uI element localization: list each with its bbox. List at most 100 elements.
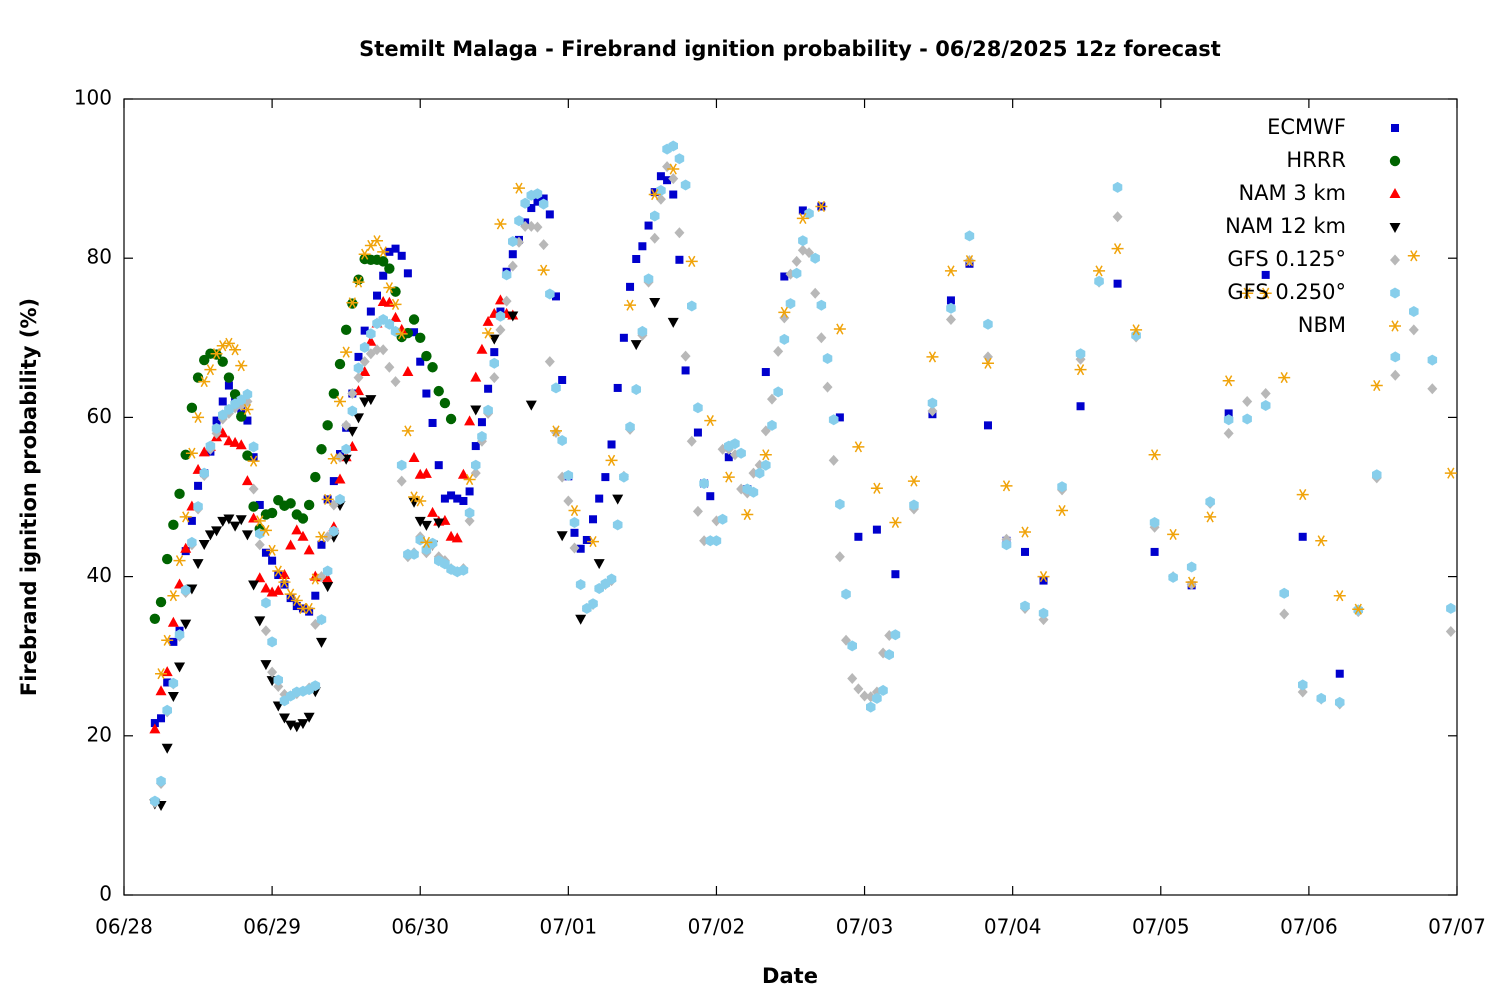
point <box>1094 275 1104 287</box>
point <box>260 582 272 593</box>
point <box>1021 547 1030 556</box>
point <box>322 582 334 593</box>
point <box>551 382 561 394</box>
point <box>650 210 660 222</box>
point <box>575 614 587 625</box>
point <box>280 580 289 589</box>
x-tick-label: 07/05 <box>1132 915 1190 939</box>
point <box>303 602 316 615</box>
point <box>630 340 642 351</box>
point <box>316 614 327 626</box>
point <box>754 467 765 479</box>
legend-label: NBM <box>1298 313 1346 337</box>
point <box>582 535 591 544</box>
point <box>1298 532 1307 541</box>
point <box>248 501 259 512</box>
point <box>284 588 297 600</box>
point <box>422 389 431 398</box>
point <box>1113 279 1122 288</box>
point <box>1279 608 1290 620</box>
point <box>1185 576 1198 588</box>
legend-marker <box>1389 320 1401 332</box>
point <box>321 493 334 505</box>
point <box>347 388 358 400</box>
point <box>198 539 210 550</box>
point <box>1223 414 1234 426</box>
point <box>675 255 684 264</box>
point <box>1316 692 1326 704</box>
point <box>822 381 833 393</box>
point <box>360 326 369 335</box>
point <box>353 362 364 374</box>
point <box>384 361 395 373</box>
point <box>223 514 235 525</box>
point <box>815 200 828 213</box>
point <box>155 668 168 680</box>
point <box>403 269 412 278</box>
point <box>192 559 204 570</box>
point <box>946 302 956 314</box>
point <box>315 637 327 648</box>
y-tick-label: 40 <box>87 563 112 587</box>
point <box>927 397 938 409</box>
x-tick-label: 06/30 <box>391 915 449 939</box>
point <box>537 264 550 276</box>
point <box>643 273 654 285</box>
point <box>241 403 254 416</box>
point <box>439 397 451 409</box>
point <box>409 548 419 560</box>
legend-label: GFS 0.250° <box>1227 280 1346 304</box>
point <box>1370 379 1383 392</box>
point <box>612 519 623 531</box>
point <box>242 450 253 461</box>
point <box>445 413 457 425</box>
point <box>248 441 259 453</box>
point <box>194 481 203 490</box>
point <box>601 473 610 482</box>
point <box>508 236 518 247</box>
point <box>395 328 408 340</box>
point <box>180 449 191 461</box>
point <box>223 372 235 383</box>
point <box>692 505 703 517</box>
point <box>853 683 864 695</box>
point <box>501 295 512 307</box>
point <box>377 246 390 258</box>
point <box>796 212 809 224</box>
point <box>1037 571 1050 583</box>
point <box>266 507 278 519</box>
point <box>155 685 167 696</box>
point <box>1148 449 1161 461</box>
point <box>693 402 703 414</box>
point <box>637 325 648 337</box>
point <box>384 263 395 274</box>
point <box>235 360 248 372</box>
point <box>212 416 221 425</box>
point <box>532 188 543 200</box>
point <box>681 366 690 375</box>
point <box>730 438 740 450</box>
point <box>310 680 321 692</box>
point <box>872 692 882 704</box>
point <box>828 454 839 466</box>
point <box>303 712 315 723</box>
point <box>650 188 659 197</box>
point <box>316 444 327 455</box>
point <box>390 311 402 322</box>
point <box>396 475 407 487</box>
point <box>352 276 365 288</box>
point <box>434 461 443 470</box>
point <box>249 453 258 462</box>
point <box>261 548 270 557</box>
point <box>261 597 271 609</box>
point <box>1204 511 1217 523</box>
point <box>224 381 233 390</box>
point <box>372 344 383 356</box>
point <box>242 388 253 400</box>
x-tick-label: 07/07 <box>1428 915 1486 939</box>
point <box>607 440 616 449</box>
legend-marker <box>1390 254 1400 266</box>
point <box>428 418 437 427</box>
point <box>649 232 660 244</box>
point <box>192 372 204 383</box>
